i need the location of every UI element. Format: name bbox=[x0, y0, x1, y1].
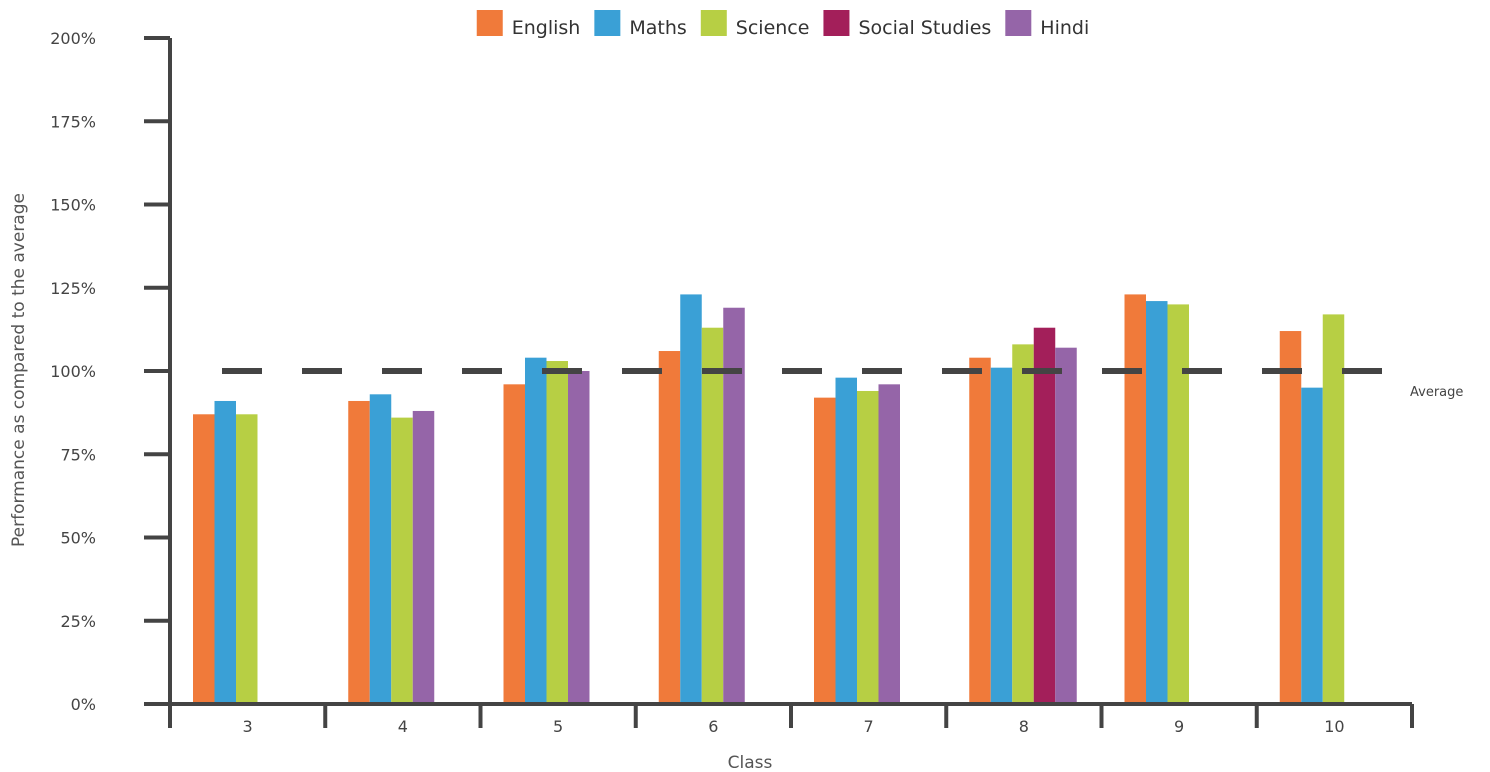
bar-english-class-9 bbox=[1124, 294, 1146, 704]
x-tick-label: 3 bbox=[243, 717, 253, 736]
bar-hindi-class-6 bbox=[723, 307, 745, 704]
bar-science-class-3 bbox=[236, 414, 258, 704]
bar-maths-class-10 bbox=[1301, 387, 1323, 704]
y-tick-label: 125% bbox=[50, 279, 96, 298]
y-tick-label: 50% bbox=[60, 529, 96, 548]
legend-swatch-social-studies bbox=[823, 10, 850, 36]
y-tick-label: 175% bbox=[50, 112, 96, 131]
legend-label-social-studies: Social Studies bbox=[858, 17, 991, 39]
x-tick-label: 9 bbox=[1174, 717, 1184, 736]
x-tick-label: 6 bbox=[708, 717, 718, 736]
legend-label-science: Science bbox=[736, 17, 810, 39]
x-tick-label: 10 bbox=[1324, 717, 1344, 736]
y-tick-label: 150% bbox=[50, 196, 96, 215]
bar-hindi-class-8 bbox=[1055, 347, 1077, 704]
x-tick-label: 4 bbox=[398, 717, 408, 736]
bar-science-class-7 bbox=[857, 390, 879, 704]
y-tick-label: 75% bbox=[60, 445, 96, 464]
average-line: Average bbox=[222, 368, 1463, 400]
legend-label-english: English bbox=[512, 17, 581, 39]
bar-maths-class-5 bbox=[525, 357, 547, 704]
legend: English Maths Science Social Studies Hindi bbox=[476, 10, 1089, 39]
bar-hindi-class-7 bbox=[878, 384, 900, 704]
legend-swatch-english bbox=[476, 10, 503, 36]
bar-english-class-8 bbox=[969, 357, 991, 704]
bar-maths-class-9 bbox=[1146, 301, 1168, 704]
y-axis: 0% 25% 50% 75% 100% 125% 150% 175% 200% bbox=[50, 29, 172, 724]
bar-science-class-5 bbox=[546, 361, 568, 704]
bar-science-class-10 bbox=[1322, 314, 1345, 704]
bar-maths-class-6 bbox=[680, 294, 702, 704]
bar-english-class-6 bbox=[658, 351, 681, 704]
bar-english-class-10 bbox=[1279, 331, 1302, 704]
bar-maths-class-7 bbox=[835, 377, 857, 704]
y-axis-title: Performance as compared to the average bbox=[9, 193, 29, 547]
legend-swatch-hindi bbox=[1005, 10, 1032, 36]
x-axis-title: Class bbox=[728, 753, 773, 772]
x-axis: 3 4 5 6 7 8 9 10 bbox=[146, 702, 1414, 736]
y-tick-label: 100% bbox=[50, 362, 96, 381]
legend-swatch-science bbox=[700, 10, 727, 36]
bar-english-class-7 bbox=[814, 397, 836, 704]
bar-hindi-class-4 bbox=[412, 410, 435, 704]
bar-english-class-4 bbox=[348, 400, 370, 704]
bar-science-class-9 bbox=[1167, 304, 1189, 704]
y-tick-label: 25% bbox=[60, 612, 96, 631]
x-tick-label: 5 bbox=[553, 717, 563, 736]
legend-swatch-maths bbox=[594, 10, 621, 36]
bar-hindi-class-5 bbox=[568, 371, 590, 704]
x-tick-label: 8 bbox=[1019, 717, 1029, 736]
bar-science-class-4 bbox=[391, 417, 413, 704]
bar-maths-class-8 bbox=[990, 367, 1013, 704]
bar-social-studies-class-8 bbox=[1033, 327, 1056, 704]
y-tick-label: 0% bbox=[71, 695, 96, 714]
y-tick-label: 200% bbox=[50, 29, 96, 48]
legend-label-hindi: Hindi bbox=[1040, 17, 1089, 39]
bar-maths-class-4 bbox=[369, 394, 392, 704]
average-label: Average bbox=[1410, 385, 1463, 400]
bar-english-class-5 bbox=[503, 384, 525, 704]
bar-maths-class-3 bbox=[214, 400, 236, 704]
bar-science-class-8 bbox=[1012, 344, 1034, 704]
bar-english-class-3 bbox=[193, 414, 215, 704]
bar-science-class-6 bbox=[701, 327, 724, 704]
bars bbox=[193, 294, 1345, 704]
legend-label-maths: Maths bbox=[629, 17, 686, 39]
x-tick-label: 7 bbox=[864, 717, 874, 736]
